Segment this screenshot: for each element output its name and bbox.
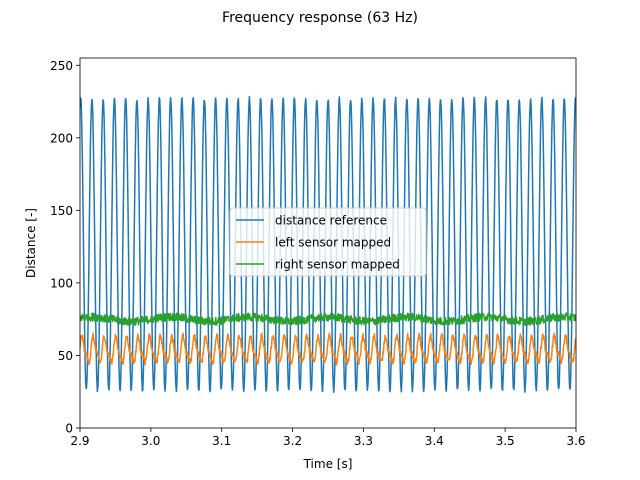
x-tick-label: 3.3 xyxy=(354,434,373,448)
y-tick-label: 200 xyxy=(50,131,73,145)
x-axis: 2.9 3.0 3.1 3.2 3.3 3.4 3.5 3.6 xyxy=(70,428,586,448)
x-tick-label: 3.6 xyxy=(566,434,585,448)
chart-title: Frequency response (63 Hz) xyxy=(222,10,418,26)
y-tick-label: 100 xyxy=(50,276,73,290)
legend: distance reference left sensor mapped righ… xyxy=(229,207,427,277)
series-line xyxy=(80,332,576,366)
x-tick-label: 3.5 xyxy=(496,434,515,448)
y-axis: 0 50 100 150 200 250 xyxy=(50,59,80,436)
x-tick-label: 2.9 xyxy=(70,434,89,448)
y-tick-label: 50 xyxy=(58,349,73,363)
x-tick-label: 3.1 xyxy=(212,434,231,448)
y-tick-label: 0 xyxy=(65,422,73,436)
x-tick-label: 3.2 xyxy=(283,434,302,448)
plot-frame xyxy=(79,57,577,429)
legend-label: right sensor mapped xyxy=(275,258,400,272)
legend-label: distance reference xyxy=(275,214,387,228)
legend-label: left sensor mapped xyxy=(275,236,391,250)
x-tick-label: 3.4 xyxy=(425,434,444,448)
y-axis-label: Distance [-] xyxy=(24,208,38,278)
y-tick-label: 250 xyxy=(50,59,73,73)
series-line xyxy=(80,312,576,327)
x-tick-label: 3.0 xyxy=(141,434,160,448)
y-tick-label: 150 xyxy=(50,204,73,218)
legend-frame xyxy=(229,207,427,277)
x-axis-label: Time [s] xyxy=(303,457,353,471)
series-layer xyxy=(80,95,576,394)
series-line xyxy=(80,95,576,394)
